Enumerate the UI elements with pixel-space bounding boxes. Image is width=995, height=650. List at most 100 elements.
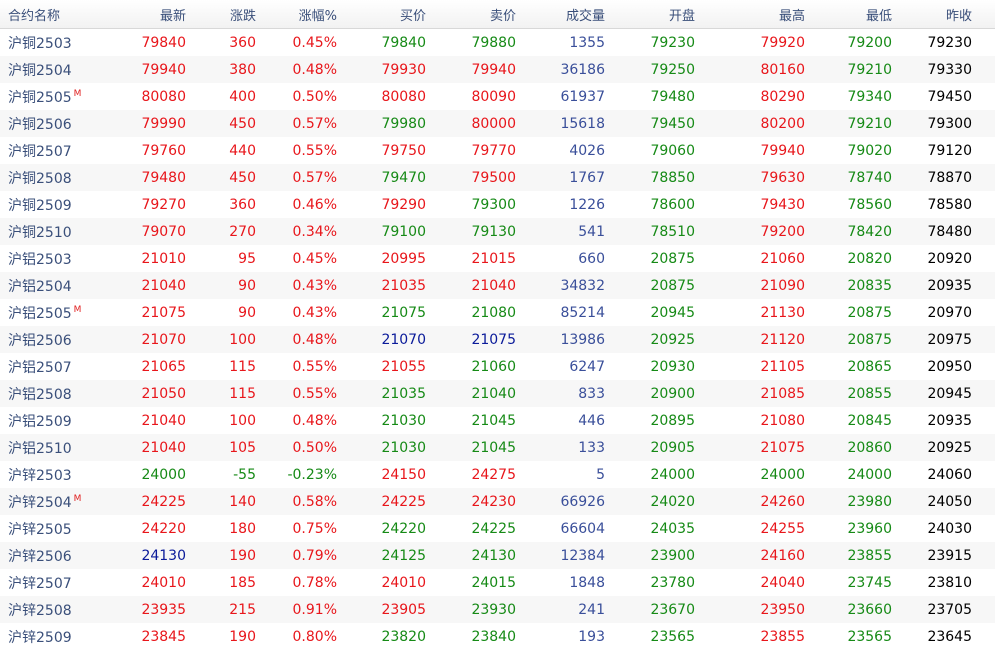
column-header-change[interactable]: 涨跌 [229, 8, 256, 24]
column-header-ask-price[interactable]: 卖价 [489, 8, 516, 24]
cell-ask-price: 80000 [471, 115, 516, 132]
cell-contract-name: 沪铝2506 [0, 330, 95, 350]
cell-contract-name: 沪锌2505 [0, 519, 95, 539]
cell-change: -55 [233, 466, 256, 483]
table-row[interactable]: 沪锌2505 24220 180 0.75% 24220 24225 66604 24035 2… [0, 515, 995, 542]
cell-ask-price: 24275 [471, 466, 516, 483]
cell-high-price: 79920 [760, 34, 805, 51]
cell-change-pct: 0.34% [292, 223, 337, 240]
cell-high-price: 24000 [760, 466, 805, 483]
cell-low-price: 20865 [847, 358, 892, 375]
cell-last-price: 79760 [141, 142, 186, 159]
table-row[interactable]: 沪铜2506 79990 450 0.57% 79980 80000 15618 79450 8… [0, 110, 995, 137]
cell-prev-close: 20935 [927, 277, 972, 294]
cell-contract-name: 沪铜2510 [0, 222, 95, 242]
table-row[interactable]: 沪铝2506 21070 100 0.48% 21070 21075 13986 20925 2… [0, 326, 995, 353]
cell-contract-name: 沪锌2503 [0, 465, 95, 485]
column-header-high-price[interactable]: 最高 [778, 8, 805, 24]
cell-bid-price: 79100 [381, 223, 426, 240]
table-row[interactable]: 沪铝2503 21010 95 0.45% 20995 21015 660 20875 2106… [0, 245, 995, 272]
cell-bid-price: 21055 [381, 358, 426, 375]
table-row[interactable]: 沪铝2505 M 21075 90 0.43% 21075 21080 85214 20945 2… [0, 299, 995, 326]
cell-change-pct: 0.48% [292, 61, 337, 78]
cell-volume: 85214 [560, 304, 605, 321]
column-header-contract-name[interactable]: 合约名称 [8, 8, 61, 24]
cell-volume: 1355 [569, 34, 605, 51]
cell-change-pct: 0.91% [292, 601, 337, 618]
cell-change: 95 [238, 250, 256, 267]
cell-last-price: 79070 [141, 223, 186, 240]
cell-prev-close: 79300 [927, 115, 972, 132]
table-row[interactable]: 沪铝2507 21065 115 0.55% 21055 21060 6247 20930 21… [0, 353, 995, 380]
cell-high-price: 21105 [760, 358, 805, 375]
cell-prev-close: 23705 [927, 601, 972, 618]
cell-change: 90 [238, 277, 256, 294]
table-row[interactable]: 沪锌2506 24130 190 0.79% 24125 24130 12384 23900 2… [0, 542, 995, 569]
table-row[interactable]: 沪锌2503 24000 -55 -0.23% 24150 24275 5 24000 2400… [0, 461, 995, 488]
table-row[interactable]: 沪铜2509 79270 360 0.46% 79290 79300 1226 78600 79… [0, 191, 995, 218]
cell-open-price: 78510 [650, 223, 695, 240]
cell-volume: 833 [578, 385, 605, 402]
cell-change-pct: 0.79% [292, 547, 337, 564]
table-row[interactable]: 沪铝2508 21050 115 0.55% 21035 21040 833 20900 210… [0, 380, 995, 407]
cell-volume: 15618 [560, 115, 605, 132]
cell-bid-price: 79930 [381, 61, 426, 78]
column-header-change-pct[interactable]: 涨幅% [298, 8, 337, 24]
table-row[interactable]: 沪锌2504 M 24225 140 0.58% 24225 24230 66926 24020… [0, 488, 995, 515]
cell-high-price: 21085 [760, 385, 805, 402]
cell-bid-price: 21075 [381, 304, 426, 321]
table-row[interactable]: 沪铝2504 21040 90 0.43% 21035 21040 34832 20875 21… [0, 272, 995, 299]
column-header-last-price[interactable]: 最新 [159, 8, 186, 24]
cell-last-price: 23845 [141, 628, 186, 645]
table-row[interactable]: 沪铜2510 79070 270 0.34% 79100 79130 541 78510 792… [0, 218, 995, 245]
cell-high-price: 80200 [760, 115, 805, 132]
table-row[interactable]: 沪锌2509 23845 190 0.80% 23820 23840 193 23565 238… [0, 623, 995, 650]
contract-name-text: 沪铜2508 [8, 170, 72, 187]
contract-name-text: 沪铝2505 [8, 305, 72, 322]
cell-high-price: 21060 [760, 250, 805, 267]
cell-open-price: 24020 [650, 493, 695, 510]
cell-high-price: 23950 [760, 601, 805, 618]
column-header-open-price[interactable]: 开盘 [668, 8, 695, 24]
column-header-volume[interactable]: 成交量 [565, 8, 605, 24]
cell-change: 450 [229, 169, 256, 186]
table-row[interactable]: 沪铜2507 79760 440 0.55% 79750 79770 4026 79060 79… [0, 137, 995, 164]
cell-change: 190 [229, 547, 256, 564]
cell-low-price: 20820 [847, 250, 892, 267]
cell-last-price: 21070 [141, 331, 186, 348]
cell-ask-price: 79770 [471, 142, 516, 159]
cell-ask-price: 21045 [471, 439, 516, 456]
cell-low-price: 78740 [847, 169, 892, 186]
cell-ask-price: 21080 [471, 304, 516, 321]
table-row[interactable]: 沪铝2510 21040 105 0.50% 21030 21045 133 20905 210… [0, 434, 995, 461]
column-header-prev-close[interactable]: 昨收 [945, 8, 972, 24]
contract-name-text: 沪锌2504 [8, 494, 72, 511]
cell-ask-price: 23930 [471, 601, 516, 618]
cell-change-pct: 0.55% [292, 142, 337, 159]
contract-name-text: 沪铝2503 [8, 251, 72, 268]
cell-contract-name: 沪铜2506 [0, 114, 95, 134]
table-row[interactable]: 沪铜2508 79480 450 0.57% 79470 79500 1767 78850 79… [0, 164, 995, 191]
cell-last-price: 21075 [141, 304, 186, 321]
cell-contract-name: 沪锌2508 [0, 600, 95, 620]
table-row[interactable]: 沪铝2509 21040 100 0.48% 21030 21045 446 20895 210… [0, 407, 995, 434]
cell-bid-price: 21070 [381, 331, 426, 348]
column-header-low-price[interactable]: 最低 [865, 8, 892, 24]
cell-open-price: 20930 [650, 358, 695, 375]
cell-ask-price: 21040 [471, 277, 516, 294]
table-row[interactable]: 沪铜2505 M 80080 400 0.50% 80080 80090 61937 79480… [0, 83, 995, 110]
table-row[interactable]: 沪铜2504 79940 380 0.48% 79930 79940 36186 79250 8… [0, 56, 995, 83]
table-row[interactable]: 沪铜2503 79840 360 0.45% 79840 79880 1355 79230 79… [0, 29, 995, 56]
cell-bid-price: 21035 [381, 385, 426, 402]
cell-last-price: 79270 [141, 196, 186, 213]
table-row[interactable]: 沪锌2508 23935 215 0.91% 23905 23930 241 23670 239… [0, 596, 995, 623]
cell-contract-name: 沪铝2503 [0, 249, 95, 269]
cell-bid-price: 24010 [381, 574, 426, 591]
column-header-bid-price[interactable]: 买价 [399, 8, 426, 24]
cell-change: 215 [229, 601, 256, 618]
cell-prev-close: 79330 [927, 61, 972, 78]
cell-prev-close: 20945 [927, 385, 972, 402]
table-row[interactable]: 沪锌2507 24010 185 0.78% 24010 24015 1848 23780 24… [0, 569, 995, 596]
cell-ask-price: 24015 [471, 574, 516, 591]
cell-volume: 133 [578, 439, 605, 456]
